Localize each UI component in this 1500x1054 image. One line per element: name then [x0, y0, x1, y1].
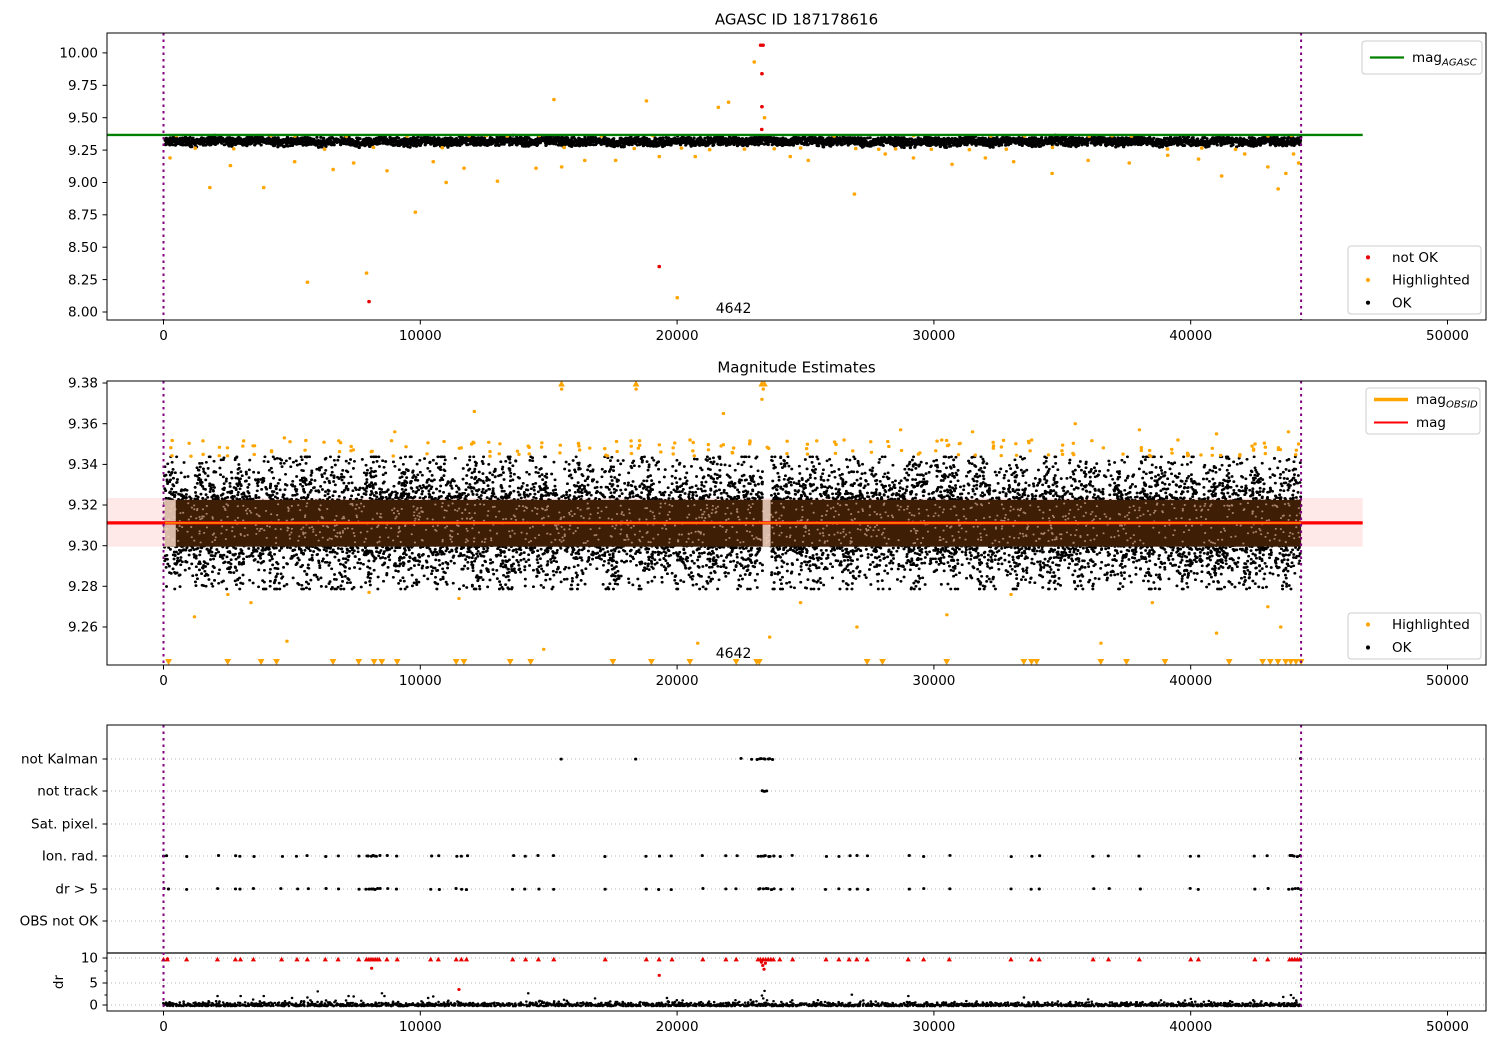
legend-label: Highlighted	[1392, 273, 1470, 289]
legend-point-classes-top: not OK Highlighted OK	[1347, 245, 1482, 315]
y-tick-label: 9.28	[68, 579, 98, 595]
legend-label: OK	[1392, 640, 1413, 656]
x-axis-ticks: 0 10000 20000 30000 40000 50000	[159, 1011, 1469, 1035]
dr-tick-label: 5	[89, 976, 98, 992]
y-tick-label: 8.25	[68, 272, 98, 288]
legend-label: not OK	[1392, 250, 1439, 266]
flag-category-label: Ion. rad.	[42, 849, 98, 865]
dr-tick-label: 10	[81, 951, 98, 967]
x-tick-label: 20000	[656, 1019, 699, 1035]
flag-category-label: not track	[37, 784, 98, 800]
x-tick-label: 40000	[1169, 328, 1212, 344]
x-tick-label: 40000	[1169, 673, 1212, 689]
legend-label: magOBSID	[1416, 392, 1478, 411]
y-tick-label: 9.30	[68, 538, 98, 554]
plot1-title: AGASC ID 187178616	[715, 11, 878, 29]
magnitude-estimates-plot: 0 10000 20000 30000 40000 500009.269.289.309.…	[68, 359, 1487, 689]
x-tick-label: 20000	[656, 673, 699, 689]
flag-category-label: dr > 5	[55, 882, 98, 898]
y-tick-label: 9.34	[68, 457, 98, 473]
obsid-annotation: 4642	[716, 301, 752, 317]
y-tick-label: 8.00	[68, 305, 98, 321]
x-axis-ticks: 0 10000 20000 30000 40000 50000	[159, 320, 1469, 344]
y-tick-label: 8.50	[68, 240, 98, 256]
legend-marker-dot	[1365, 645, 1371, 650]
y-tick-label: 9.38	[68, 376, 98, 392]
x-axis-ticks: 0 10000 20000 30000 40000 50000	[159, 665, 1469, 689]
flags-dr-plot: 0 10000 20000 30000 40000 50000 not Kalman not …	[20, 724, 1487, 1035]
dr-axis-label: dr	[51, 974, 67, 989]
legend-label: mag	[1416, 415, 1446, 431]
x-tick-label: 10000	[399, 328, 442, 344]
legend-marker-dot	[1365, 622, 1371, 627]
dr-tick-label: 0	[89, 998, 98, 1014]
flag-category-label: Sat. pixel.	[31, 817, 98, 833]
legend-mag-agasc: magAGASC	[1361, 40, 1483, 75]
x-tick-label: 50000	[1426, 1019, 1469, 1035]
x-tick-label: 30000	[912, 328, 955, 344]
legend-label: Highlighted	[1392, 617, 1470, 633]
x-tick-label: 10000	[399, 1019, 442, 1035]
flag-category-label: OBS not OK	[20, 914, 100, 930]
legend-marker-dot	[1365, 277, 1371, 283]
y-tick-label: 9.75	[68, 78, 98, 94]
legend-mag-lines: magOBSID mag	[1365, 387, 1481, 435]
x-tick-label: 0	[159, 328, 168, 344]
y-axis-ticks: 9.26 9.28 9.30 9.32 9.34 9.36 9.38	[68, 376, 107, 636]
legend-marker-dot	[1365, 255, 1371, 260]
y-tick-label: 8.75	[68, 208, 98, 224]
y-tick-label: 9.36	[68, 416, 98, 432]
x-tick-label: 20000	[656, 328, 699, 344]
x-tick-label: 0	[159, 1019, 168, 1035]
y-tick-label: 10.00	[59, 46, 98, 62]
x-tick-label: 40000	[1169, 1019, 1212, 1035]
legend-marker-dot	[1365, 300, 1371, 305]
x-tick-label: 50000	[1426, 328, 1469, 344]
y-tick-label: 9.32	[68, 498, 98, 514]
y-tick-label: 9.25	[68, 143, 98, 159]
flag-category-label: not Kalman	[21, 752, 98, 768]
y-axis-ticks: 8.00 8.25 8.50 8.75 9.00 9.25 9.50 9.75 10.00	[59, 46, 107, 321]
x-tick-label: 10000	[399, 673, 442, 689]
y-tick-label: 9.26	[68, 620, 98, 636]
obsid-annotation: 4642	[716, 646, 752, 662]
y-tick-label: 9.00	[68, 175, 98, 191]
legend-point-classes-middle: Highlighted OK	[1347, 612, 1482, 660]
x-tick-label: 50000	[1426, 673, 1469, 689]
legend-label: OK	[1392, 295, 1413, 311]
legend-label: magAGASC	[1412, 50, 1477, 69]
x-tick-label: 30000	[912, 1019, 955, 1035]
agasc-mag-plot: 0 10000 20000 30000 40000 500008.008.258.508.…	[59, 11, 1487, 344]
plot2-title: Magnitude Estimates	[717, 359, 875, 377]
x-tick-label: 30000	[912, 673, 955, 689]
y-tick-label: 9.50	[68, 110, 98, 126]
x-tick-label: 0	[159, 673, 168, 689]
